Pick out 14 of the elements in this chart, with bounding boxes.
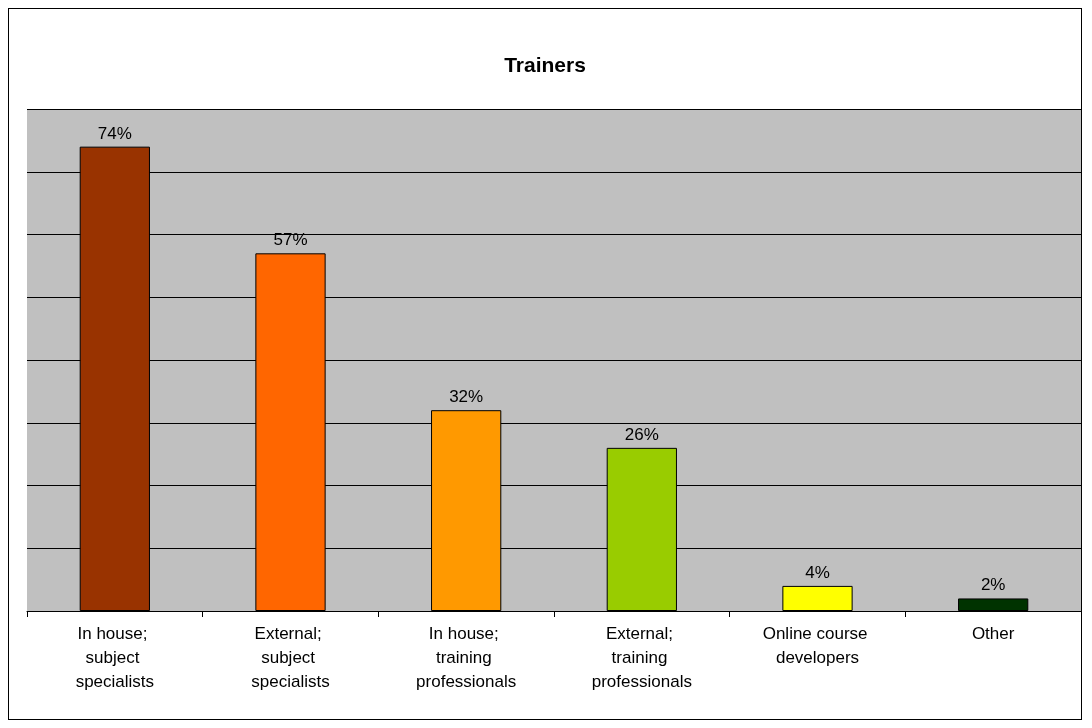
x-tick-label: External; training professionals: [591, 623, 692, 691]
data-label: 2%: [980, 575, 1006, 595]
data-label: 26%: [624, 424, 659, 444]
chart-title: Trainers: [504, 53, 586, 76]
x-tick-label: External; subject specialists: [251, 623, 330, 691]
bar: [958, 598, 1029, 611]
x-tick-label: In house; training professionals: [416, 623, 517, 691]
x-tick-label: Online course developers: [762, 623, 873, 667]
data-label: 32%: [449, 387, 484, 407]
x-tick-label: In house; subject specialists: [75, 623, 155, 691]
data-label: 4%: [805, 562, 830, 582]
bar: [782, 585, 853, 611]
x-tick-label: Other: [971, 623, 1015, 643]
data-label: 74%: [97, 123, 132, 143]
